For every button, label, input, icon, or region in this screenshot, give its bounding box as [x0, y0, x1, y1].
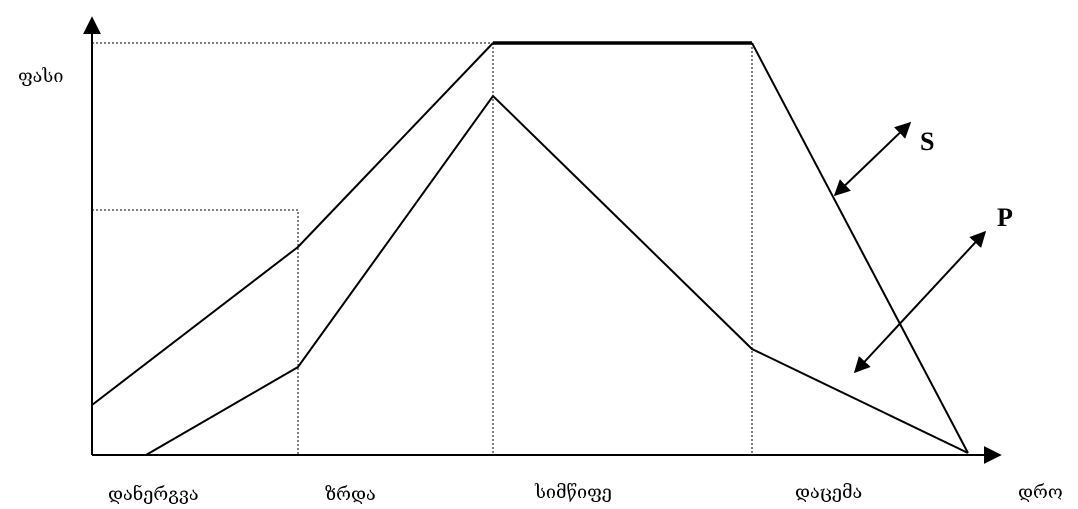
curve-s-rise [91, 42, 494, 406]
stage-label-growth: ზრდა [325, 484, 376, 505]
x-axis-label: დრო [1018, 482, 1063, 503]
arrow-p [853, 230, 987, 374]
curve-label-s: S [920, 127, 934, 156]
stage-label-maturity: სიმწიფე [534, 482, 612, 503]
stage-label-decline: დაცემა [795, 482, 862, 503]
y-axis-label: ფასი [18, 66, 63, 87]
arrow-s [833, 121, 912, 197]
curve-label-p: P [997, 203, 1013, 232]
stage-label-introduction: დანერგვა [108, 483, 199, 505]
curve-p [145, 94, 969, 456]
curve-s-fall [751, 42, 969, 454]
guide-line-lower [92, 209, 299, 455]
